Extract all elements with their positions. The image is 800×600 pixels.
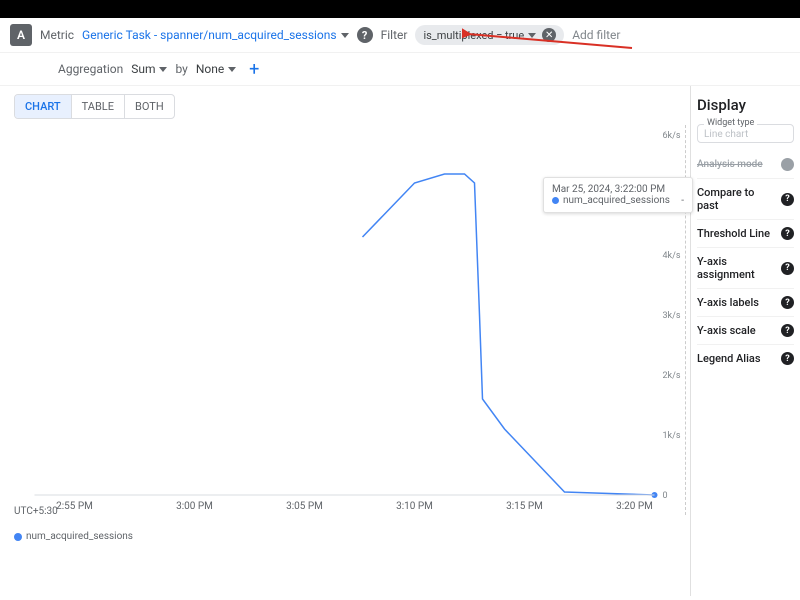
svg-text:3:20 PM: 3:20 PM (616, 501, 653, 512)
remove-filter-icon[interactable]: ✕ (542, 28, 556, 42)
aggregation-group-select[interactable]: None (196, 62, 236, 76)
chart-tooltip: Mar 25, 2024, 3:22:00 PM num_acquired_se… (543, 177, 693, 213)
add-filter-input[interactable]: Add filter (572, 28, 620, 42)
query-letter: A (10, 24, 32, 46)
svg-text:4k/s: 4k/s (663, 251, 681, 261)
timezone-label: UTC+5:30 (14, 506, 58, 517)
legend-label: num_acquired_sessions (26, 531, 133, 542)
display-option-row[interactable]: Threshold Line? (697, 220, 794, 248)
help-icon: ? (781, 227, 794, 240)
svg-text:3:05 PM: 3:05 PM (286, 501, 323, 512)
tab-table[interactable]: TABLE (72, 95, 125, 118)
svg-text:3k/s: 3k/s (663, 311, 681, 321)
svg-text:3:10 PM: 3:10 PM (396, 501, 433, 512)
metric-label: Metric (40, 28, 74, 42)
svg-text:3:00 PM: 3:00 PM (176, 501, 213, 512)
view-mode-tabs: CHART TABLE BOTH (14, 94, 175, 119)
display-option-row[interactable]: Legend Alias? (697, 345, 794, 372)
help-icon: ? (781, 193, 794, 206)
add-aggregation-button[interactable]: + (244, 59, 264, 79)
help-icon: ? (781, 324, 794, 337)
tooltip-series: num_acquired_sessions (563, 195, 670, 206)
aggregation-func-select[interactable]: Sum (131, 62, 167, 76)
agg-by-label: by (175, 62, 187, 76)
metric-selector[interactable]: Generic Task - spanner/num_acquired_sess… (82, 28, 349, 42)
svg-text:1k/s: 1k/s (663, 431, 681, 441)
display-option-row[interactable]: Y-axis labels? (697, 289, 794, 317)
aggregation-label: Aggregation (58, 62, 123, 76)
svg-text:0: 0 (663, 491, 668, 501)
svg-text:3:15 PM: 3:15 PM (506, 501, 543, 512)
display-panel: Display Widget type Line chart Analysis … (690, 86, 800, 596)
help-icon[interactable]: ? (357, 27, 373, 43)
svg-text:2:55 PM: 2:55 PM (56, 501, 93, 512)
display-option-row[interactable]: Compare to past? (697, 179, 794, 220)
svg-text:6k/s: 6k/s (663, 131, 681, 141)
display-title: Display (697, 96, 794, 114)
tooltip-value: - (681, 195, 684, 206)
caret-down-icon (528, 33, 536, 38)
series-dot-icon (552, 197, 559, 204)
help-icon: ? (781, 296, 794, 309)
info-icon (781, 158, 794, 171)
display-option-row[interactable]: Y-axis scale? (697, 317, 794, 345)
svg-text:2k/s: 2k/s (663, 371, 681, 381)
analysis-mode-row[interactable]: Analysis mode (697, 151, 794, 179)
filter-chip[interactable]: is_multiplexed = true ✕ (415, 25, 564, 45)
filter-label: Filter (381, 28, 408, 42)
widget-type-select[interactable]: Widget type Line chart (697, 124, 794, 143)
tooltip-timestamp: Mar 25, 2024, 3:22:00 PM (552, 184, 684, 195)
chart-legend[interactable]: num_acquired_sessions (14, 531, 686, 542)
legend-dot-icon (14, 533, 22, 541)
help-icon: ? (781, 262, 794, 275)
help-icon: ? (781, 352, 794, 365)
tab-both[interactable]: BOTH (125, 95, 174, 118)
tab-chart[interactable]: CHART (15, 95, 72, 118)
display-option-row[interactable]: Y-axis assignment? (697, 248, 794, 289)
caret-down-icon (341, 33, 349, 38)
